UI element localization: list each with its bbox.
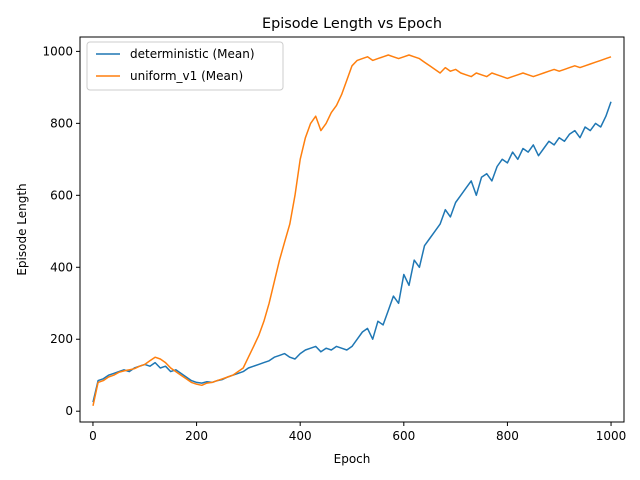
x-tick-label: 800 [496, 429, 519, 443]
y-tick-label: 800 [50, 116, 73, 130]
series-line-deterministic [92, 101, 612, 403]
chart-title: Episode Length vs Epoch [262, 16, 442, 32]
x-tick-label: 200 [185, 429, 208, 443]
y-tick-label: 600 [50, 188, 73, 202]
plot-series [92, 54, 612, 406]
y-tick-label: 0 [65, 404, 73, 418]
legend-label-deterministic: deterministic (Mean) [130, 47, 255, 61]
x-axis-ticks: 0 200 400 600 800 1000 [89, 422, 626, 443]
legend: deterministic (Mean) uniform_v1 (Mean) [86, 41, 284, 91]
y-tick-label: 1000 [42, 44, 73, 58]
y-axis-ticks: 0 200 400 600 800 1000 [42, 44, 80, 418]
series-line-uniform [92, 54, 612, 406]
y-tick-label: 200 [50, 332, 73, 346]
x-tick-label: 1000 [596, 429, 627, 443]
x-tick-label: 600 [392, 429, 415, 443]
legend-box [86, 41, 284, 91]
x-tick-label: 400 [289, 429, 312, 443]
y-tick-label: 400 [50, 260, 73, 274]
legend-label-uniform: uniform_v1 (Mean) [130, 69, 243, 83]
x-tick-label: 0 [89, 429, 97, 443]
plot-frame [79, 36, 625, 423]
y-axis-title: Episode Length [15, 183, 29, 275]
x-axis-title: Epoch [334, 452, 371, 466]
